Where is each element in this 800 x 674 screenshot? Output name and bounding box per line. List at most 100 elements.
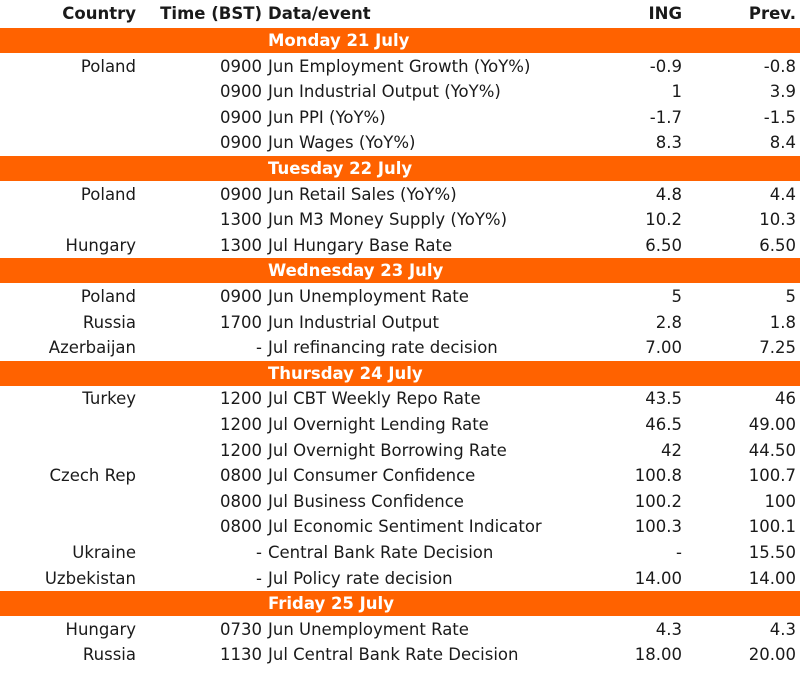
time-cell: 0900 bbox=[220, 184, 262, 204]
header-event: Data/event bbox=[268, 4, 371, 23]
table-row: 0800 Jul Business Confidence 100.2 100 bbox=[0, 489, 800, 514]
event-cell: Jul Central Bank Rate Decision bbox=[268, 645, 519, 665]
previous-value-cell: 4.4 bbox=[769, 184, 796, 204]
time-cell: 0900 bbox=[220, 82, 262, 102]
event-cell: Jun Retail Sales (YoY%) bbox=[268, 184, 457, 204]
ing-forecast-cell: - bbox=[676, 543, 682, 562]
time-cell: 1130 bbox=[220, 645, 262, 665]
event-cell: Jun PPI (YoY%) bbox=[268, 107, 386, 127]
day-band: Tuesday 22 July bbox=[0, 156, 800, 181]
previous-value-cell: 100 bbox=[764, 491, 797, 511]
table-row: 0900 Jun Wages (YoY%) 8.3 8.4 bbox=[0, 130, 800, 155]
table-row: Poland 0900 Jun Unemployment Rate 5 5 bbox=[0, 284, 800, 309]
event-cell: Jun Unemployment Rate bbox=[268, 619, 469, 639]
previous-value-cell: 10.3 bbox=[759, 210, 796, 230]
previous-value-cell: 6.50 bbox=[759, 235, 796, 255]
ing-forecast-cell: 14.00 bbox=[634, 568, 682, 588]
ing-forecast-cell: 100.8 bbox=[634, 466, 682, 486]
previous-value-cell: 7.25 bbox=[759, 338, 796, 358]
event-cell: Jun Industrial Output (YoY%) bbox=[268, 82, 501, 102]
table-row: Czech Rep 0800 Jul Consumer Confidence 100.… bbox=[0, 463, 800, 488]
country-cell: Ukraine bbox=[72, 543, 136, 562]
ing-forecast-cell: 4.3 bbox=[655, 619, 682, 639]
event-cell: Jul Economic Sentiment Indicator bbox=[268, 517, 542, 537]
time-cell: - bbox=[256, 338, 262, 358]
table-row: Hungary 0730 Jun Unemployment Rate 4.3 4.3 bbox=[0, 617, 800, 642]
country-cell: Poland bbox=[80, 184, 136, 204]
ing-forecast-cell: 46.5 bbox=[645, 415, 682, 434]
previous-value-cell: 46 bbox=[775, 389, 796, 409]
time-cell: 0800 bbox=[220, 466, 262, 486]
event-cell: Jul Policy rate decision bbox=[268, 568, 453, 588]
previous-value-cell: 44.50 bbox=[748, 440, 796, 460]
table-row: Russia 1700 Jun Industrial Output 2.8 1.8 bbox=[0, 310, 800, 335]
country-cell: Hungary bbox=[65, 619, 136, 639]
country-cell: Czech Rep bbox=[49, 466, 136, 486]
table-row: Turkey 1200 Jul CBT Weekly Repo Rate 43.5 46 bbox=[0, 386, 800, 411]
time-cell: 0900 bbox=[220, 133, 262, 153]
previous-value-cell: 20.00 bbox=[748, 645, 796, 665]
header-country: Country bbox=[62, 4, 136, 23]
event-cell: Jul Consumer Confidence bbox=[268, 466, 476, 486]
table-row: Ukraine - Central Bank Rate Decision -15.50 bbox=[0, 540, 800, 565]
previous-value-cell: 4.3 bbox=[769, 619, 796, 639]
country-cell: Poland bbox=[80, 56, 136, 76]
ing-forecast-cell: 43.5 bbox=[645, 389, 682, 409]
previous-value-cell: 100.1 bbox=[748, 517, 796, 537]
table-row: Poland 0900 Jun Retail Sales (YoY%) 4.8 4.4 bbox=[0, 182, 800, 207]
table-row: Uzbekistan - Jul Policy rate decision 14.00… bbox=[0, 566, 800, 591]
time-cell: 1700 bbox=[220, 312, 262, 332]
event-cell: Central Bank Rate Decision bbox=[268, 543, 494, 562]
previous-value-cell: 15.50 bbox=[748, 543, 796, 562]
day-label: Tuesday 22 July bbox=[268, 159, 413, 178]
header-prev: Prev. bbox=[748, 4, 796, 23]
ing-forecast-cell: 5 bbox=[671, 287, 683, 306]
ing-forecast-cell: 7.00 bbox=[645, 338, 682, 358]
event-cell: Jul CBT Weekly Repo Rate bbox=[268, 389, 481, 409]
event-cell: Jun Unemployment Rate bbox=[268, 287, 469, 306]
previous-value-cell: 8.4 bbox=[769, 133, 796, 153]
table-row: Hungary 1300 Jul Hungary Base Rate 6.50 6.50 bbox=[0, 233, 800, 258]
event-cell: Jul Hungary Base Rate bbox=[268, 235, 453, 255]
table-row: Azerbaijan - Jul refinancing rate decision… bbox=[0, 335, 800, 360]
ing-forecast-cell: -1.7 bbox=[649, 107, 682, 127]
ing-forecast-cell: 42 bbox=[661, 440, 682, 460]
day-band: Wednesday 23 July bbox=[0, 258, 800, 284]
table-row: 1200 Jul Overnight Borrowing Rate 42 44.50 bbox=[0, 438, 800, 463]
country-cell: Uzbekistan bbox=[44, 568, 136, 588]
time-cell: 0900 bbox=[220, 107, 262, 127]
country-cell: Turkey bbox=[82, 389, 136, 409]
header-time: Time (BST) bbox=[160, 4, 262, 23]
table-header: Country Time (BST) Data/event ING Prev. bbox=[0, 0, 800, 28]
event-cell: Jul Overnight Borrowing Rate bbox=[268, 440, 507, 460]
event-cell: Jul Business Confidence bbox=[268, 491, 464, 511]
previous-value-cell: 5 bbox=[785, 287, 797, 306]
time-cell: 0800 bbox=[220, 491, 262, 511]
table-row: 0900 Jun Industrial Output (YoY%) 1 3.9 bbox=[0, 79, 800, 104]
country-cell: Russia bbox=[82, 645, 136, 665]
day-label: Friday 25 July bbox=[268, 594, 394, 614]
ing-forecast-cell: 1 bbox=[671, 82, 683, 102]
ing-forecast-cell: 2.8 bbox=[655, 312, 682, 332]
country-cell: Hungary bbox=[65, 235, 136, 255]
previous-value-cell: -1.5 bbox=[763, 107, 796, 127]
day-label: Wednesday 23 July bbox=[268, 261, 444, 281]
time-cell: 1300 bbox=[220, 210, 262, 230]
ing-forecast-cell: 18.00 bbox=[634, 645, 682, 665]
previous-value-cell: 14.00 bbox=[748, 568, 796, 588]
ing-forecast-cell: 4.8 bbox=[655, 184, 682, 204]
day-label: Thursday 24 July bbox=[268, 363, 423, 383]
event-cell: Jun M3 Money Supply (YoY%) bbox=[268, 210, 508, 230]
time-cell: 1300 bbox=[220, 235, 262, 255]
event-cell: Jul Overnight Lending Rate bbox=[268, 415, 489, 434]
table-row: Russia 1130 Jul Central Bank Rate Decision… bbox=[0, 642, 800, 667]
ing-forecast-cell: -0.9 bbox=[649, 56, 682, 76]
previous-value-cell: 3.9 bbox=[769, 82, 796, 102]
previous-value-cell: 49.00 bbox=[748, 415, 796, 434]
time-cell: 1200 bbox=[220, 415, 262, 434]
time-cell: - bbox=[256, 543, 262, 562]
event-cell: Jun Wages (YoY%) bbox=[268, 133, 416, 153]
country-cell: Russia bbox=[82, 312, 136, 332]
previous-value-cell: 100.7 bbox=[748, 466, 796, 486]
country-cell: Poland bbox=[80, 287, 136, 306]
